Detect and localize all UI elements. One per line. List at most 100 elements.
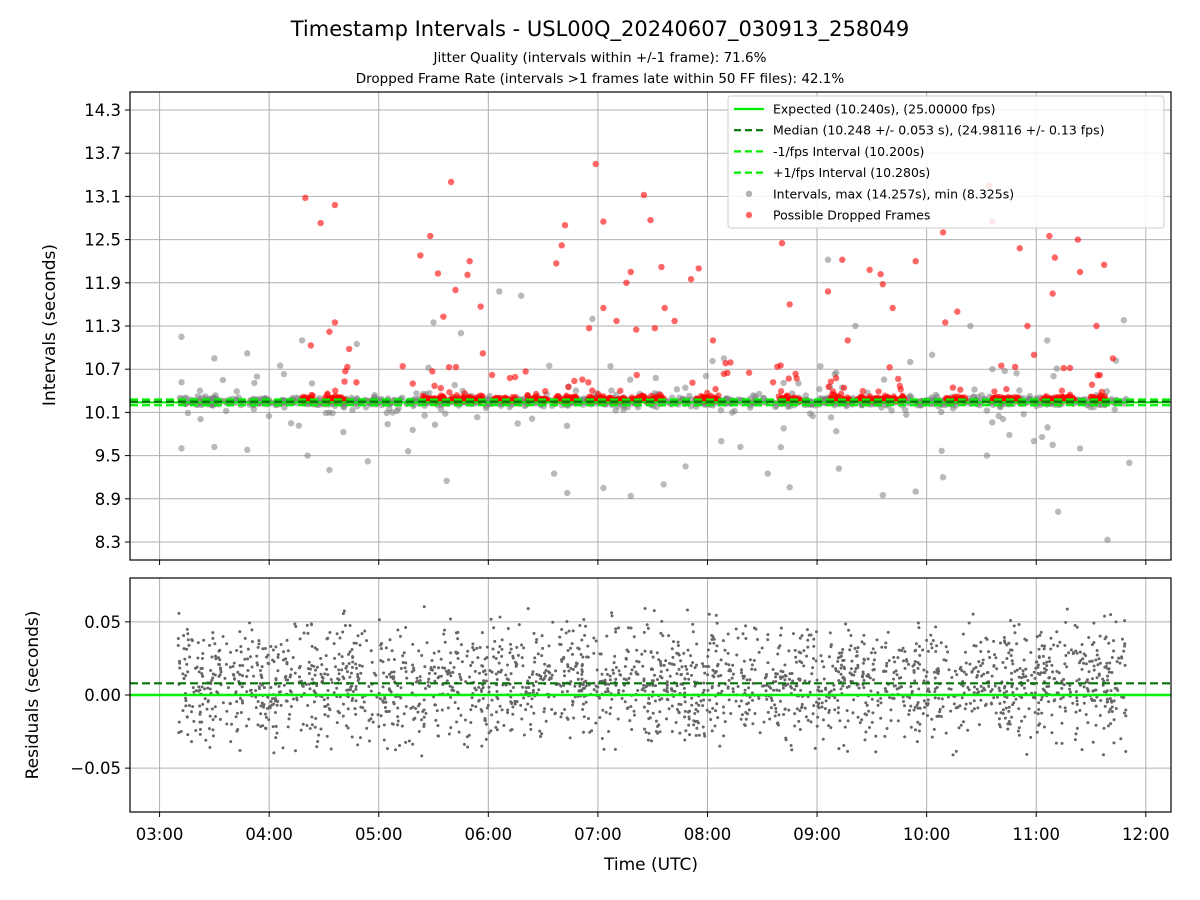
residual-point	[197, 685, 201, 689]
dropped-frame-point	[1024, 322, 1031, 330]
residual-point	[474, 705, 478, 709]
residual-point	[256, 645, 260, 649]
residual-point	[424, 687, 428, 691]
residual-point	[815, 724, 819, 728]
residual-point	[892, 670, 896, 674]
residual-point	[734, 627, 738, 631]
interval-point	[928, 351, 936, 358]
residual-point	[412, 666, 416, 670]
residual-point	[337, 652, 341, 656]
residual-point	[721, 639, 725, 643]
residual-point	[1043, 688, 1047, 692]
residual-point	[930, 735, 934, 739]
residual-point	[469, 721, 473, 725]
residual-point	[817, 689, 821, 693]
residual-point	[1015, 642, 1019, 646]
residual-point	[211, 718, 215, 722]
residual-point	[1033, 676, 1037, 680]
residual-point	[679, 659, 683, 663]
residual-point	[330, 681, 334, 685]
residual-point	[454, 631, 458, 635]
residual-point	[1078, 650, 1082, 654]
residual-point	[594, 721, 598, 725]
residual-point	[1107, 641, 1111, 645]
residual-point	[707, 665, 711, 669]
residual-point	[396, 719, 400, 723]
residual-point	[1064, 654, 1068, 658]
dropped-frame-point	[595, 390, 602, 398]
residual-point	[1106, 674, 1110, 678]
residual-point	[443, 666, 447, 670]
residual-point	[423, 665, 427, 669]
residual-point	[922, 679, 926, 683]
residual-point	[702, 698, 706, 702]
residual-point	[949, 709, 953, 713]
residual-point	[420, 754, 424, 758]
residual-point	[319, 657, 323, 661]
interval-point	[971, 386, 978, 393]
residual-point	[1052, 677, 1056, 681]
residual-point	[495, 728, 499, 732]
residual-point	[703, 671, 707, 675]
residual-point	[1089, 697, 1093, 701]
residual-point	[353, 707, 357, 711]
residual-point	[1112, 699, 1116, 703]
residual-point	[922, 668, 926, 672]
residual-point	[449, 695, 453, 699]
residual-point	[1068, 683, 1072, 687]
residual-point	[651, 655, 655, 659]
residual-point	[985, 637, 989, 641]
residual-point	[458, 672, 462, 676]
residual-point	[632, 709, 636, 713]
dropped-frame-point	[627, 268, 634, 276]
dropped-frame-point	[461, 390, 468, 397]
residual-point	[511, 654, 515, 658]
residual-point	[880, 645, 884, 649]
residual-point	[961, 632, 965, 636]
interval-point	[600, 484, 607, 492]
residual-point	[1017, 707, 1021, 711]
residual-point	[711, 635, 715, 639]
residual-point	[753, 712, 757, 716]
residual-point	[866, 657, 870, 661]
residual-point	[1108, 661, 1112, 665]
residual-point	[560, 690, 564, 694]
residual-point	[630, 727, 634, 731]
residual-point	[440, 708, 444, 712]
residual-point	[632, 665, 636, 669]
dropped-frame-point	[722, 359, 729, 367]
residual-point	[246, 657, 250, 661]
residual-point	[862, 678, 866, 682]
residual-point	[568, 646, 572, 650]
residual-point	[250, 640, 254, 644]
residual-point	[414, 707, 418, 711]
residual-point	[177, 731, 181, 735]
residual-point	[421, 710, 425, 714]
residual-point	[1022, 686, 1026, 690]
residual-point	[1036, 665, 1040, 669]
residual-point	[872, 658, 876, 662]
residual-point	[335, 721, 339, 725]
residual-point	[344, 666, 348, 670]
residual-point	[879, 716, 883, 720]
residual-point	[505, 677, 509, 681]
residual-point	[418, 679, 422, 683]
residual-point	[694, 707, 698, 711]
residual-point	[641, 686, 645, 690]
dropped-frame-point	[633, 326, 640, 333]
residual-point	[632, 713, 636, 717]
residual-point	[256, 663, 260, 667]
residual-point	[182, 676, 186, 680]
residual-point	[642, 705, 646, 709]
residual-point	[1039, 630, 1043, 634]
residual-point	[966, 685, 970, 689]
interval-point	[211, 355, 218, 362]
dropped-frame-point	[524, 391, 531, 399]
residual-point	[1114, 620, 1118, 624]
residual-point	[506, 708, 510, 712]
residual-point	[809, 633, 813, 637]
residual-point	[1007, 705, 1011, 709]
dropped-frame-point	[1016, 245, 1023, 252]
residual-point	[793, 712, 797, 716]
dropped-frame-point	[452, 286, 459, 294]
